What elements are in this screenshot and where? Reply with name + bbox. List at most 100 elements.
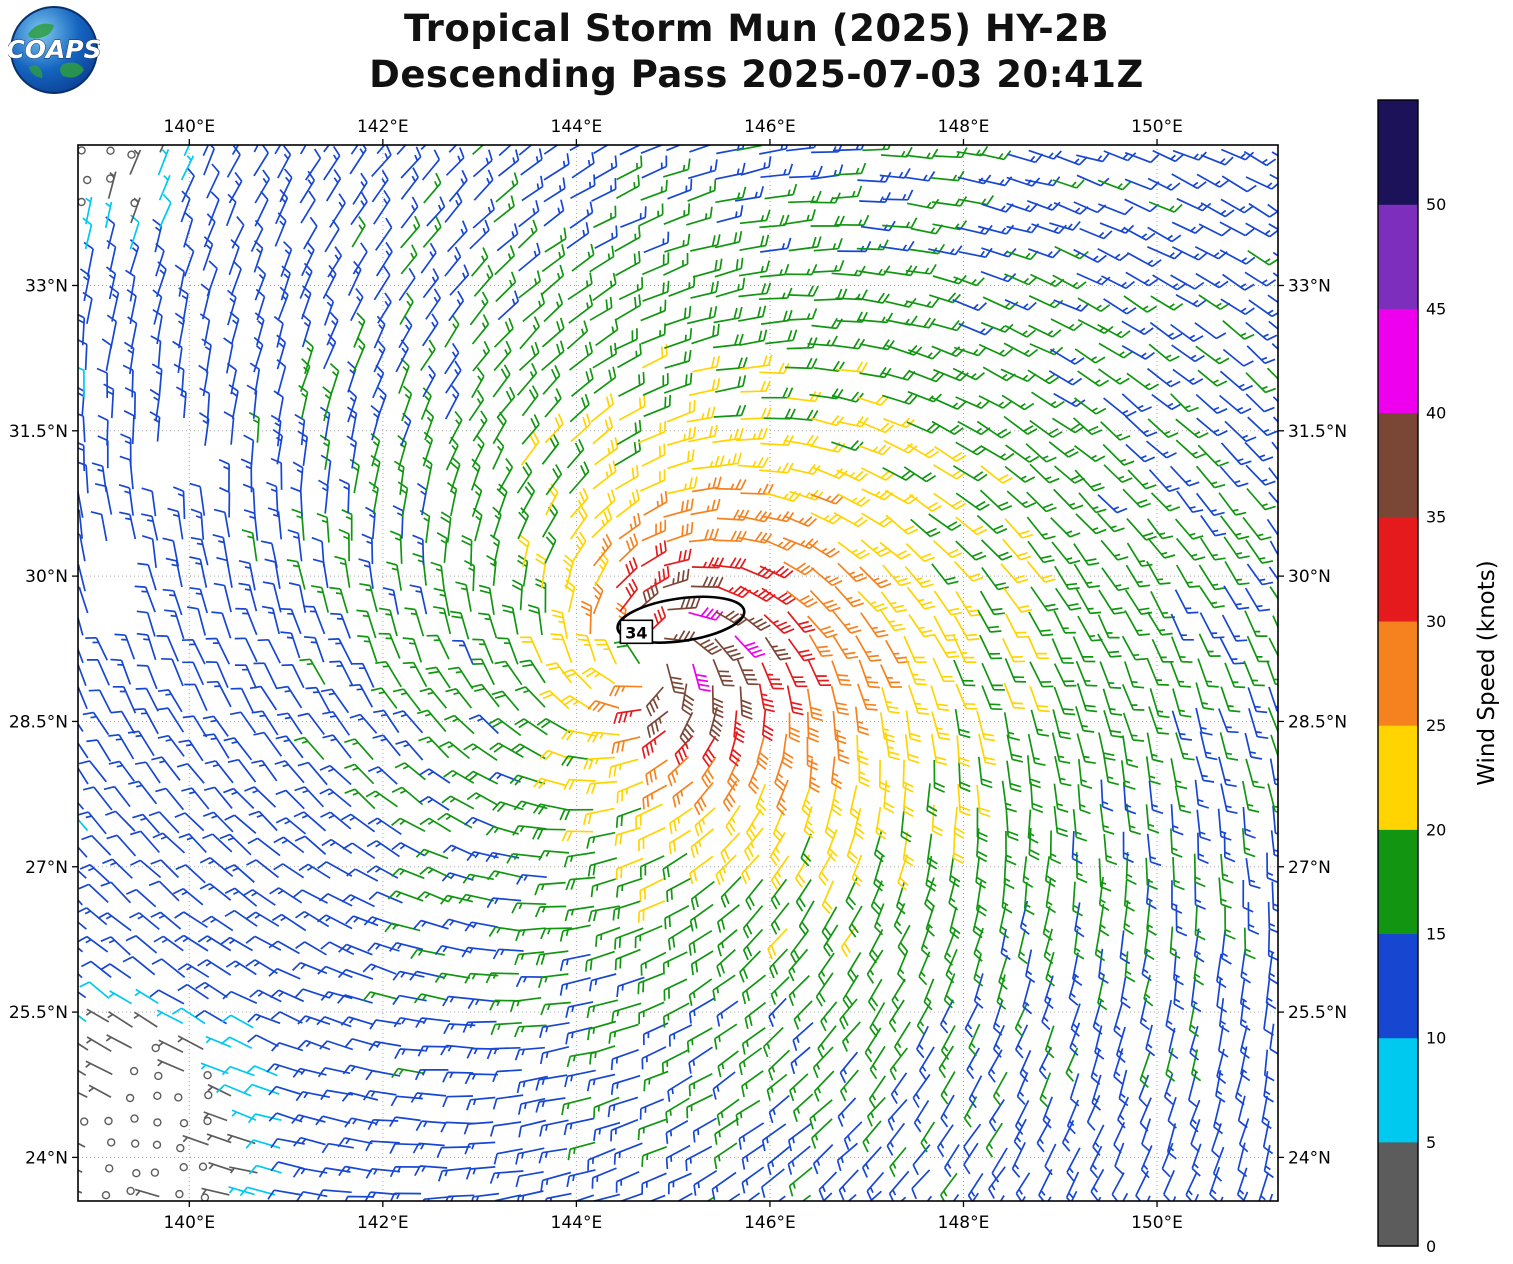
wind-barb (758, 683, 776, 713)
wind-barb (440, 511, 452, 543)
wind-barb (1016, 1072, 1029, 1105)
wind-barb (563, 778, 596, 791)
wind-barb (615, 807, 642, 828)
wind-barb (346, 868, 379, 882)
wind-barb (808, 758, 821, 794)
wind-barb (685, 1145, 713, 1171)
wind-barb (734, 186, 765, 202)
wind-barb (1175, 418, 1209, 439)
wind-barb (690, 880, 715, 911)
wind-barb (774, 755, 786, 792)
wind-barb (299, 658, 326, 685)
wind-barb (976, 784, 991, 818)
wind-barb (640, 323, 666, 345)
wind-barb (274, 760, 305, 784)
wind-barb (79, 863, 110, 883)
wind-barb (740, 566, 776, 580)
wind-barb (1072, 417, 1103, 436)
wind-barb (223, 411, 235, 445)
wind-barb (1172, 857, 1185, 891)
wind-barb (511, 902, 547, 914)
wind-barb (761, 1123, 787, 1152)
calm-wind-circle (106, 1138, 116, 1147)
wind-barb (764, 183, 798, 200)
wind-barb (1272, 272, 1278, 278)
wind-barb (567, 272, 593, 301)
wind-barb (638, 826, 666, 852)
wind-barb (667, 1172, 692, 1195)
wind-barb (425, 666, 451, 689)
wind-barb (859, 366, 892, 379)
wind-barb (978, 343, 1014, 357)
wind-barb (1075, 706, 1095, 733)
wind-barb (1148, 343, 1180, 362)
wind-barb (262, 581, 282, 613)
colorbar-segment (1378, 308, 1418, 414)
wind-barb (273, 836, 305, 854)
wind-barb (271, 913, 307, 932)
wind-barb (1217, 1025, 1229, 1058)
wind-barb (1053, 610, 1076, 634)
wind-barb (593, 366, 617, 394)
wind-barb (208, 191, 220, 226)
wind-barb (948, 878, 959, 911)
y-tick-label-left: 31.5°N (9, 422, 68, 442)
wind-barb (299, 262, 313, 299)
wind-barb (1220, 442, 1252, 466)
wind-barb (78, 313, 86, 346)
wind-barb (149, 989, 185, 1005)
wind-barb (1044, 1143, 1057, 1176)
wind-barb (78, 366, 85, 398)
wind-barb (329, 660, 353, 686)
wind-barb (664, 630, 696, 643)
wind-barb (1097, 203, 1134, 216)
calm-wind-circle (176, 1143, 185, 1153)
wind-barb (518, 200, 540, 228)
wind-barb (1126, 372, 1160, 391)
wind-barb (329, 586, 349, 614)
wind-barb (701, 756, 717, 788)
wind-barb (1049, 221, 1081, 231)
wind-barb (1124, 151, 1160, 164)
wind-barb (78, 386, 85, 416)
wind-barb (175, 386, 187, 419)
wind-barb (440, 894, 474, 905)
wind-barb (920, 924, 931, 958)
wind-barb (1152, 274, 1187, 291)
wind-barb (1065, 1171, 1080, 1201)
wind-barb (903, 171, 936, 182)
wind-barb (890, 1072, 908, 1105)
wind-barb (100, 963, 132, 979)
wind-barb (767, 1049, 791, 1081)
wind-barb (1269, 586, 1278, 601)
wind-barb (449, 264, 470, 296)
wind-barb (120, 433, 132, 468)
wind-barb (1266, 852, 1278, 883)
wind-barb (297, 712, 325, 736)
wind-barb (1122, 782, 1137, 815)
wind-barb (1220, 198, 1254, 214)
wind-barb (688, 929, 713, 956)
wind-barb (449, 456, 461, 493)
wind-barb (167, 507, 184, 540)
wind-barb (928, 513, 962, 532)
wind-barb (220, 936, 253, 952)
wind-barb (1172, 688, 1192, 718)
wind-barb (341, 894, 375, 908)
wind-barb (274, 145, 282, 155)
wind-barb (908, 614, 936, 638)
wind-barb (472, 410, 488, 442)
wind-barb (1076, 682, 1098, 713)
wind-barb (712, 530, 747, 543)
wind-barb (318, 893, 353, 907)
wind-barb (78, 1014, 87, 1023)
wind-barb (78, 766, 89, 785)
wind-barb (341, 1091, 379, 1102)
colorbar-title: Wind Speed (knots) (1474, 560, 1500, 785)
wind-barb (637, 1118, 667, 1141)
wind-barb (687, 179, 717, 202)
wind-barb (234, 664, 257, 689)
wind-barb (1197, 369, 1228, 387)
wind-barb (275, 735, 304, 759)
wind-barb (398, 267, 416, 301)
